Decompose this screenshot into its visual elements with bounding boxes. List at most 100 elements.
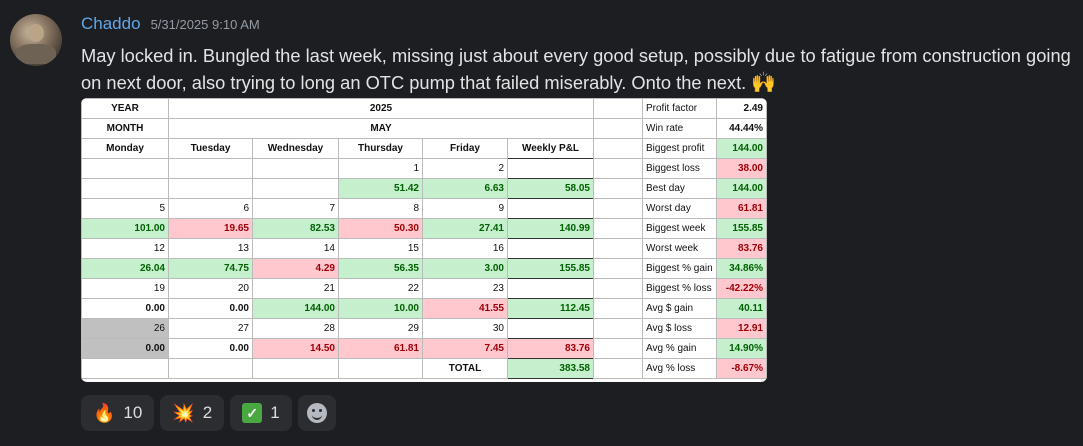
date-cell: 1 xyxy=(338,158,423,179)
date-cell: 8 xyxy=(338,198,423,219)
pnl-cell: 0.00 xyxy=(168,298,253,319)
pnl-cell: 4.29 xyxy=(252,258,339,279)
pnl-cell: 0.00 xyxy=(168,338,253,359)
table-row: 0.00 0.00 14.50 61.81 7.45 83.76 xyxy=(81,338,594,359)
pnl-cell: 0.00 xyxy=(81,298,169,319)
reaction-check[interactable]: ✓ 1 xyxy=(230,395,292,431)
weekly-pnl-cell: 58.05 xyxy=(507,178,594,199)
pnl-cell: 14.50 xyxy=(252,338,339,359)
stat-label: Worst week xyxy=(642,238,717,259)
stat-value: 14.90% xyxy=(715,338,767,359)
stat-label: Biggest loss xyxy=(642,158,717,179)
stat-row: Best day 144.00 xyxy=(642,178,767,199)
date-cell xyxy=(168,158,253,179)
pnl-cell: 61.81 xyxy=(338,338,423,359)
calendar-table: YEAR 2025 MONTH MAY Monday Tuesday Wedne… xyxy=(81,98,594,379)
pnl-cell: 82.53 xyxy=(252,218,339,239)
message-content: May locked in. Bungled the last week, mi… xyxy=(81,42,1076,97)
total-label: TOTAL xyxy=(422,358,508,379)
pnl-cell: 101.00 xyxy=(81,218,169,239)
stat-row: Biggest % loss -42.22% xyxy=(642,278,767,299)
stat-value: 2.49 xyxy=(715,98,767,119)
stats-table: Profit factor 2.49 Win rate 44.44% Bigge… xyxy=(642,98,767,379)
date-cell: 26 xyxy=(81,318,169,339)
stat-value: 38.00 xyxy=(715,158,767,179)
date-cell: 14 xyxy=(252,238,339,259)
weekly-pnl-cell: 140.99 xyxy=(507,218,594,239)
pnl-cell xyxy=(252,178,339,199)
reaction-fire[interactable]: 🔥 10 xyxy=(81,395,155,431)
stat-value: 144.00 xyxy=(715,178,767,199)
table-row: 12 13 14 15 16 xyxy=(81,238,594,259)
stat-value: 44.44% xyxy=(715,118,767,139)
column-header: Thursday xyxy=(338,138,423,159)
pnl-cell: 0.00 xyxy=(81,338,169,359)
date-cell: 29 xyxy=(338,318,423,339)
stat-row: Worst week 83.76 xyxy=(642,238,767,259)
pnl-cell: 144.00 xyxy=(252,298,339,319)
pnl-cell: 10.00 xyxy=(338,298,423,319)
weekly-cell xyxy=(507,318,594,339)
username[interactable]: Chaddo xyxy=(81,14,141,33)
date-cell xyxy=(252,158,339,179)
year-label: YEAR xyxy=(81,98,169,119)
stat-label: Avg % gain xyxy=(642,338,717,359)
stat-label: Biggest % loss xyxy=(642,278,717,299)
stat-label: Avg $ loss xyxy=(642,318,717,339)
spreadsheet-image[interactable]: YEAR 2025 MONTH MAY Monday Tuesday Wedne… xyxy=(81,98,767,382)
table-row: 0.00 0.00 144.00 10.00 41.55 112.45 xyxy=(81,298,594,319)
empty-cell xyxy=(252,358,339,379)
date-cell: 7 xyxy=(252,198,339,219)
stat-row: Biggest % gain 34.86% xyxy=(642,258,767,279)
fire-icon: 🔥 xyxy=(93,402,116,423)
date-cell: 30 xyxy=(422,318,508,339)
avatar[interactable] xyxy=(10,14,62,66)
pnl-cell: 41.55 xyxy=(422,298,508,319)
weekly-cell xyxy=(507,278,594,299)
message-text: May locked in. Bungled the last week, mi… xyxy=(81,45,1071,93)
date-cell: 9 xyxy=(422,198,508,219)
column-header: Weekly P&L xyxy=(507,138,594,159)
weekly-cell xyxy=(507,158,594,179)
date-cell: 27 xyxy=(168,318,253,339)
reactions-bar: 🔥 10 💥 2 ✓ 1 xyxy=(81,395,336,431)
collision-icon: 💥 xyxy=(172,402,195,423)
date-cell: 6 xyxy=(168,198,253,219)
reaction-count: 1 xyxy=(270,403,280,422)
add-reaction-button[interactable] xyxy=(297,395,336,431)
weekly-pnl-cell: 83.76 xyxy=(507,338,594,359)
date-cell: 15 xyxy=(338,238,423,259)
year-value: 2025 xyxy=(168,98,594,119)
date-cell: 5 xyxy=(81,198,169,219)
date-cell: 28 xyxy=(252,318,339,339)
stat-label: Avg % loss xyxy=(642,358,717,379)
check-mark-icon: ✓ xyxy=(242,403,263,423)
table-row: MONTH MAY xyxy=(81,118,594,139)
month-label: MONTH xyxy=(81,118,169,139)
date-cell: 19 xyxy=(81,278,169,299)
stat-row: Avg % gain 14.90% xyxy=(642,338,767,359)
timestamp[interactable]: 5/31/2025 9:10 AM xyxy=(150,17,260,32)
column-header: Wednesday xyxy=(252,138,339,159)
stat-row: Worst day 61.81 xyxy=(642,198,767,219)
table-row: 26 27 28 29 30 xyxy=(81,318,594,339)
pnl-cell: 7.45 xyxy=(422,338,508,359)
weekly-cell xyxy=(507,238,594,259)
empty-cell xyxy=(168,358,253,379)
stat-row: Win rate 44.44% xyxy=(642,118,767,139)
stat-value: 61.81 xyxy=(715,198,767,219)
date-cell: 12 xyxy=(81,238,169,259)
pnl-cell: 6.63 xyxy=(422,178,508,199)
stat-row: Avg % loss -8.67% xyxy=(642,358,767,379)
stat-value: 155.85 xyxy=(715,218,767,239)
pnl-cell: 19.65 xyxy=(168,218,253,239)
add-reaction-icon xyxy=(306,403,327,423)
date-cell: 20 xyxy=(168,278,253,299)
reaction-collision[interactable]: 💥 2 xyxy=(160,395,225,431)
pnl-cell: 74.75 xyxy=(168,258,253,279)
date-cell: 16 xyxy=(422,238,508,259)
date-cell xyxy=(81,158,169,179)
raising-hands-icon: 🙌 xyxy=(751,72,777,94)
pnl-cell xyxy=(168,178,253,199)
pnl-cell: 26.04 xyxy=(81,258,169,279)
